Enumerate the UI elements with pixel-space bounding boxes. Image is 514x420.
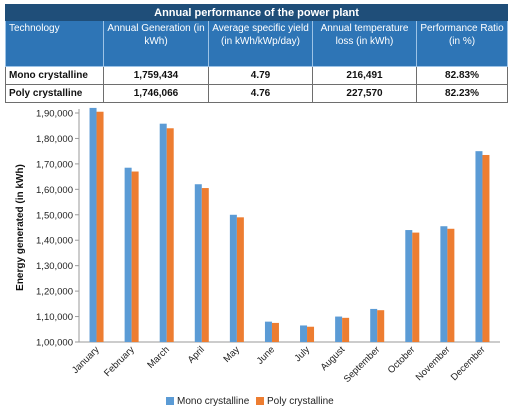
x-tick-label: April <box>186 344 207 365</box>
bar-poly-july <box>307 326 315 342</box>
table-row: Poly crystalline 1,746,066 4.76 227,570 … <box>5 84 509 103</box>
performance-table: Annual performance of the power plant Te… <box>4 4 509 103</box>
bar-mono-december <box>475 151 483 342</box>
y-tick-label: 1,50,000 <box>36 210 73 221</box>
bar-poly-october <box>412 232 420 342</box>
legend-swatch <box>166 397 174 405</box>
y-tick-label: 1,80,000 <box>36 134 73 145</box>
table-title: Annual performance of the power plant <box>4 4 509 21</box>
x-tick-label: September <box>342 344 383 385</box>
header-specific-yield: Average specific yield (in kWh/kWp/day) <box>208 20 313 67</box>
cell-annual-generation: 1,746,066 <box>103 84 209 103</box>
bar-mono-september <box>370 308 378 342</box>
y-tick-label: 1,10,000 <box>36 312 73 323</box>
bar-poly-february <box>131 171 139 342</box>
bar-poly-september <box>377 310 385 342</box>
x-tick-label: May <box>222 344 243 365</box>
y-tick-label: 1,20,000 <box>36 287 73 298</box>
legend-label: Poly crystalline <box>267 396 334 407</box>
cell-performance-ratio: 82.23% <box>415 84 509 103</box>
bar-poly-december <box>482 154 490 342</box>
x-tick-label: March <box>145 344 171 370</box>
x-tick-label: November <box>414 344 453 383</box>
bar-mono-august <box>335 316 343 342</box>
bar-mono-february <box>124 167 132 342</box>
x-tick-label: July <box>292 344 312 364</box>
x-tick-label: August <box>319 344 348 373</box>
bar-poly-march <box>166 128 174 342</box>
bar-poly-january <box>96 111 104 342</box>
cell-specific-yield: 4.76 <box>208 84 313 103</box>
bar-poly-april <box>201 188 209 342</box>
y-tick-label: 1,40,000 <box>36 236 73 247</box>
y-axis-title: Energy generated (in kWh) <box>15 164 26 291</box>
cell-temperature-loss: 227,570 <box>312 84 417 103</box>
cell-specific-yield: 4.79 <box>208 66 313 85</box>
legend-label: Mono crystalline <box>177 396 250 407</box>
cell-technology: Mono crystalline <box>5 66 104 85</box>
y-tick-label: 1,00,000 <box>36 338 73 349</box>
y-tick-label: 1,60,000 <box>36 185 73 196</box>
bar-mono-april <box>194 184 202 342</box>
y-tick-label: 1,70,000 <box>36 159 73 170</box>
cell-annual-generation: 1,759,434 <box>103 66 209 85</box>
bar-mono-may <box>229 214 237 342</box>
header-performance-ratio: Performance Ratio (in %) <box>415 20 509 67</box>
table-row: Mono crystalline 1,759,434 4.79 216,491 … <box>5 66 509 85</box>
x-tick-label: June <box>255 344 277 366</box>
header-temperature-loss: Annual temperature loss (in kWh) <box>312 20 417 67</box>
bar-poly-august <box>342 317 350 342</box>
x-tick-label: October <box>386 344 418 376</box>
bar-mono-november <box>440 226 448 342</box>
x-tick-label: February <box>102 344 137 379</box>
bar-mono-july <box>300 325 308 342</box>
bar-poly-november <box>447 228 455 342</box>
cell-temperature-loss: 216,491 <box>312 66 417 85</box>
bar-poly-june <box>271 322 279 342</box>
y-tick-label: 1,90,000 <box>36 109 73 120</box>
bar-mono-june <box>264 321 272 342</box>
y-tick-label: 1,30,000 <box>36 261 73 272</box>
legend-swatch <box>256 397 264 405</box>
bar-mono-march <box>159 123 167 342</box>
cell-performance-ratio: 82.83% <box>415 66 509 85</box>
x-tick-label: December <box>449 344 488 383</box>
cell-technology: Poly crystalline <box>5 84 104 103</box>
bar-poly-may <box>236 217 244 342</box>
bar-mono-october <box>405 230 413 342</box>
bar-mono-january <box>89 107 97 343</box>
x-tick-label: January <box>70 344 102 376</box>
